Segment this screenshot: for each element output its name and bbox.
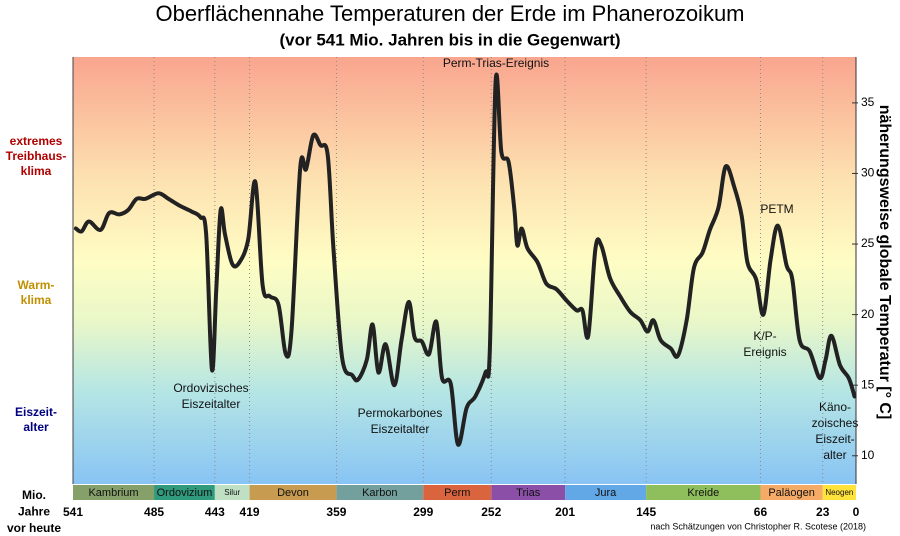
period-band <box>73 485 155 500</box>
climate-zone-label: Warm- <box>18 278 55 292</box>
period-band <box>154 485 215 500</box>
period-label: Perm <box>444 487 470 499</box>
y-tick-label: 25 <box>861 236 875 250</box>
x-tick-label: 359 <box>326 505 346 519</box>
period-label: Devon <box>277 487 309 499</box>
period-label: Silur <box>224 488 240 497</box>
period-band <box>214 485 250 500</box>
annotation: Eiszeit- <box>815 432 854 446</box>
period-label: Kreide <box>687 487 719 499</box>
climate-zone-label: Eiszeit- <box>15 405 57 419</box>
annotation: zoisches <box>812 416 859 430</box>
annotation: Ereignis <box>743 345 786 359</box>
climate-zone-label: extremes <box>10 134 63 148</box>
period-label: Ordovizium <box>157 487 213 499</box>
annotation: Käno- <box>819 400 851 414</box>
y-tick-label: 10 <box>861 448 875 462</box>
annotation: Permokarbones <box>358 406 443 420</box>
x-axis-title: Jahre <box>18 505 50 519</box>
annotation: K/P- <box>753 329 776 343</box>
climate-zone-label: klima <box>21 293 52 307</box>
annotation: Eiszeitalter <box>182 397 241 411</box>
climate-zone-label: Treibhaus- <box>6 149 67 163</box>
x-axis-title: Mio. <box>22 488 46 502</box>
period-band <box>760 485 823 500</box>
climate-zone-label: klima <box>21 164 52 178</box>
period-band <box>646 485 761 500</box>
x-tick-label: 419 <box>240 505 260 519</box>
x-tick-label: 541 <box>63 505 83 519</box>
period-label: Jura <box>595 487 617 499</box>
period-label: Neogen <box>825 488 853 497</box>
x-tick-label: 145 <box>636 505 656 519</box>
chart-subtitle: (vor 541 Mio. Jahren bis in die Gegenwar… <box>279 30 620 49</box>
period-label: Paläogen <box>768 487 815 499</box>
source-note: nach Schätzungen von Christopher R. Scot… <box>650 521 866 531</box>
x-tick-label: 299 <box>413 505 433 519</box>
x-tick-label: 252 <box>481 505 501 519</box>
annotation: Eiszeitalter <box>371 422 430 436</box>
annotation: alter <box>823 448 846 462</box>
y-tick-label: 15 <box>861 377 875 391</box>
y-tick-label: 20 <box>861 307 875 321</box>
period-label: Karbon <box>362 487 397 499</box>
y-tick-label: 35 <box>861 95 875 109</box>
x-tick-label: 23 <box>816 505 830 519</box>
period-label: Kambrium <box>88 487 138 499</box>
y-axis-title: näherungsweise globale Temperatur [° C] <box>876 105 893 420</box>
climate-zone-label: alter <box>23 420 49 434</box>
period-band <box>423 485 492 500</box>
y-tick-label: 30 <box>861 166 875 180</box>
period-band <box>491 485 566 500</box>
period-band <box>822 485 856 500</box>
period-band <box>565 485 647 500</box>
annotation: Ordovizisches <box>173 381 248 395</box>
chart-title: Oberflächennahe Temperaturen der Erde im… <box>155 1 744 26</box>
x-tick-label: 485 <box>144 505 164 519</box>
annotation: Perm-Trias-Ereignis <box>443 56 549 70</box>
x-tick-label: 0 <box>853 505 860 519</box>
period-band <box>336 485 424 500</box>
period-label: Trias <box>516 487 541 499</box>
annotation: PETM <box>760 202 793 216</box>
temperature-line <box>73 72 857 447</box>
plot-layer: 541 485 443 419 359 299 252 201 145 66 23 0 Kambrium… <box>6 56 875 535</box>
period-band <box>249 485 337 500</box>
x-tick-label: 66 <box>754 505 768 519</box>
x-axis-title: vor heute <box>7 521 61 535</box>
x-tick-label: 201 <box>555 505 575 519</box>
x-tick-label: 443 <box>205 505 225 519</box>
